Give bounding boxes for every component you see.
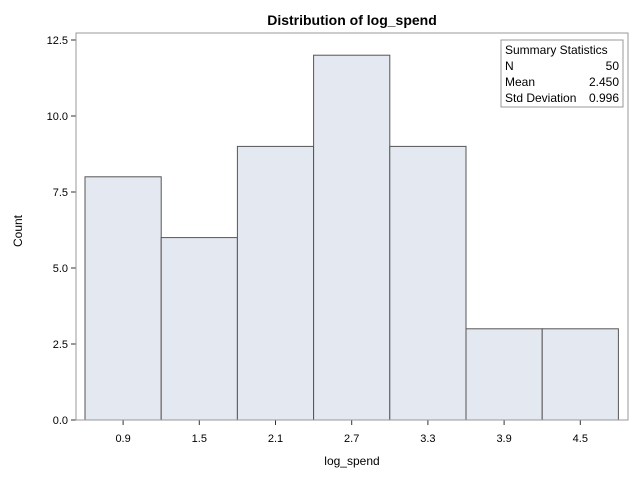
x-tick-label: 0.9	[115, 433, 130, 445]
chart-title: Distribution of log_spend	[267, 12, 437, 28]
summary-statistics-inset: Summary Statistics N 50 Mean 2.450 Std D…	[500, 39, 624, 108]
stat-label-mean: Mean	[505, 75, 535, 89]
histogram-bar-4.5	[541, 328, 619, 421]
x-tick-label: 2.7	[344, 433, 359, 445]
x-tick-label: 3.9	[496, 433, 511, 445]
y-tick-label: 2.5	[53, 339, 68, 351]
summary-statistics-box	[500, 39, 624, 108]
stat-value-mean: 2.450	[589, 75, 619, 89]
y-tick-label: 10.0	[47, 111, 68, 123]
x-tick-label: 2.1	[268, 433, 283, 445]
stat-value-n: 50	[606, 59, 620, 73]
stat-label-n: N	[505, 59, 514, 73]
x-tick-label: 4.5	[573, 433, 588, 445]
histogram-bar-0.9	[84, 176, 162, 421]
bars-group	[84, 54, 619, 421]
x-axis-label: log_spend	[324, 454, 379, 468]
stat-label-std-deviation: Std Deviation	[505, 91, 576, 105]
histogram-bar-3.9	[465, 328, 543, 421]
histogram-bar-2.7	[313, 54, 391, 421]
y-tick-label: 12.5	[47, 35, 68, 47]
y-tick-label: 7.5	[53, 187, 68, 199]
stat-value-std-deviation: 0.996	[589, 91, 619, 105]
plot-frame	[75, 32, 629, 421]
histogram-bar-3.3	[389, 145, 467, 421]
x-tick-label: 1.5	[192, 433, 207, 445]
y-tick-label: 0.0	[53, 415, 68, 427]
y-axis-label: Count	[11, 214, 25, 247]
axes-group: 0.0 2.5 5.0 7.5 10.0 12.5 0.9 1.5 2.1 2.7 3.3 3.9 4.…	[47, 35, 588, 445]
x-tick-label: 3.3	[420, 433, 435, 445]
summary-statistics-heading: Summary Statistics	[505, 43, 608, 57]
histogram-bar-1.5	[160, 237, 238, 421]
histogram-bar-2.1	[236, 145, 315, 421]
y-tick-label: 5.0	[53, 263, 68, 275]
